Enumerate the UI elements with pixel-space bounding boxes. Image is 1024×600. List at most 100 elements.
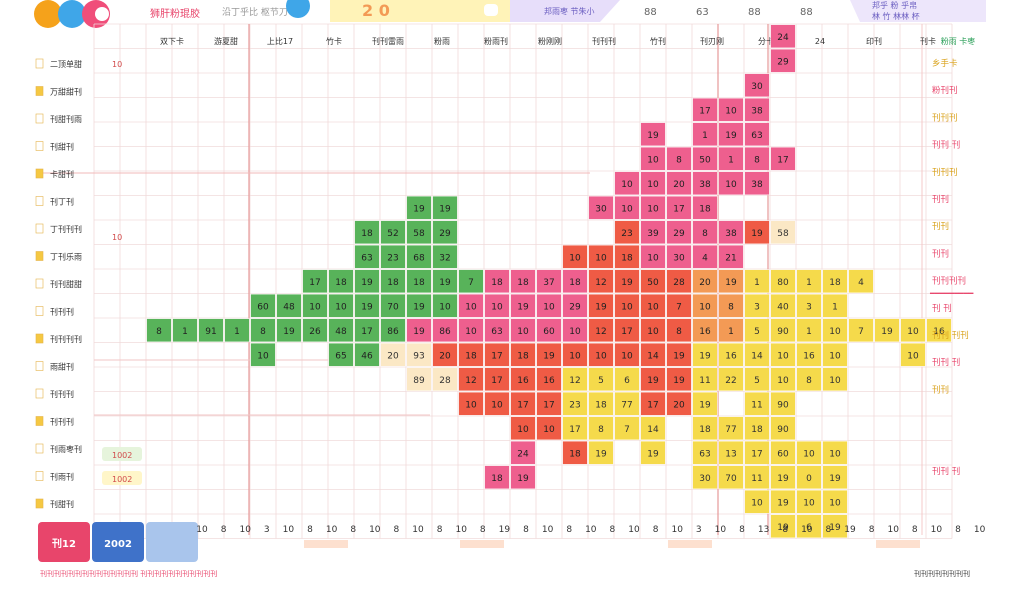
bottom-tick: 8 [912, 525, 918, 535]
heatmap-cell [406, 269, 432, 294]
cell-value: 30 [673, 253, 685, 263]
heatmap-cell [666, 342, 692, 367]
cell-value: 18 [569, 449, 581, 459]
row-label: 刊甜刊雨 [50, 114, 82, 124]
right-label: 刊刊刊刊 [932, 277, 966, 287]
bottom-strip [720, 552, 764, 560]
heatmap-cell [770, 48, 796, 73]
cell-value: 26 [309, 327, 321, 337]
row-label: 二顶单甜 [50, 59, 82, 69]
row-marker [35, 388, 44, 399]
heatmap-cell [744, 220, 770, 245]
right-label: 刊 刊 [932, 304, 952, 314]
heatmap-cell [822, 489, 848, 514]
cell-value: 12 [595, 327, 606, 337]
heatmap-cell [666, 269, 692, 294]
header-tab: 沿丁乎比 枢节刀 [222, 6, 288, 18]
cell-value: 17 [491, 376, 502, 386]
heatmap-cell [614, 220, 640, 245]
cell-value: 28 [673, 278, 685, 288]
bottom-right-caption: 刊刊刊刊刊刊刊刊 [914, 570, 970, 578]
bottom-strip [824, 540, 868, 548]
cell-value: 1 [234, 327, 240, 337]
cell-value: 20 [387, 351, 399, 361]
bottom-tick: 8 [307, 525, 313, 535]
heatmap-cell [380, 318, 406, 343]
heatmap-cell [666, 244, 692, 269]
bottom-strip [460, 552, 504, 560]
cell-value: 93 [413, 351, 424, 361]
cell-value: 10 [829, 351, 841, 361]
row-marker [35, 251, 44, 261]
cell-value: 20 [439, 351, 451, 361]
cell-value: 10 [907, 327, 919, 337]
bottom-strip [720, 540, 764, 548]
cell-value: 0 [806, 474, 812, 484]
heatmap-cell [666, 146, 692, 171]
cell-value: 10 [803, 498, 815, 508]
heatmap-cell [796, 342, 822, 367]
row-label: 刊刊刊刊 [50, 335, 82, 344]
cell-value: 17 [361, 327, 372, 337]
cell-value: 10 [647, 327, 659, 337]
cell-value: 39 [647, 229, 659, 239]
bottom-strip [304, 552, 348, 560]
heatmap-cell [718, 220, 744, 245]
side-tag: 10 [112, 60, 122, 69]
heatmap-cell [718, 171, 744, 196]
column-header: 刊刊雷雨 [372, 37, 404, 46]
heatmap-cell [432, 293, 458, 318]
cell-value: 80 [777, 278, 789, 288]
cell-value: 10 [829, 327, 841, 337]
cell-value: 10 [725, 180, 737, 190]
heatmap-cell [432, 195, 458, 220]
cell-value: 23 [569, 400, 580, 410]
right-label: 刊刊 刊 [932, 467, 960, 477]
heatmap-cell [796, 489, 822, 514]
right-label: 乡手卡 [932, 58, 958, 69]
cell-value: 14 [647, 425, 659, 435]
bottom-strip [876, 540, 920, 548]
column-header: 刊刊刊 [592, 37, 616, 46]
column-header: 游夏甜 [214, 36, 238, 46]
heatmap-cell [614, 171, 640, 196]
bottom-tick: 10 [585, 525, 597, 535]
heatmap-cell [822, 269, 848, 294]
cell-value: 19 [777, 498, 789, 508]
cell-value: 89 [413, 376, 425, 386]
heatmap-cell [354, 293, 380, 318]
bottom-tick: 10 [196, 525, 208, 535]
cell-value: 10 [829, 449, 841, 459]
cell-value: 28 [439, 376, 451, 386]
cell-value: 86 [439, 327, 451, 337]
cell-value: 19 [621, 278, 633, 288]
bottom-strip [616, 552, 660, 560]
heatmap-cell [536, 318, 562, 343]
heatmap-cell [380, 293, 406, 318]
cell-value: 19 [413, 302, 425, 312]
cell-value: 10 [491, 400, 503, 410]
cell-value: 20 [673, 400, 685, 410]
side-tag: 10 [112, 233, 122, 242]
cell-value: 65 [335, 351, 346, 361]
column-header: 刊刃刚 [700, 37, 724, 46]
heatmap-cell [588, 416, 614, 441]
cell-value: 8 [806, 376, 812, 386]
heatmap-cell [588, 293, 614, 318]
row-marker [35, 416, 44, 426]
bottom-strip [356, 540, 400, 548]
cell-value: 17 [699, 106, 710, 116]
cell-value: 10 [439, 302, 451, 312]
cell-value: 32 [439, 253, 450, 263]
cell-value: 12 [569, 376, 580, 386]
heatmap-cell [354, 318, 380, 343]
cell-value: 29 [673, 229, 685, 239]
column-header: 竹卡 [326, 36, 342, 46]
heatmap-cell [380, 220, 406, 245]
heatmap-cell [692, 146, 718, 171]
cell-value: 8 [598, 425, 604, 435]
cell-value: 30 [595, 204, 607, 214]
heatmap-cell [692, 195, 718, 220]
heatmap-cell [380, 269, 406, 294]
cell-value: 19 [543, 351, 555, 361]
